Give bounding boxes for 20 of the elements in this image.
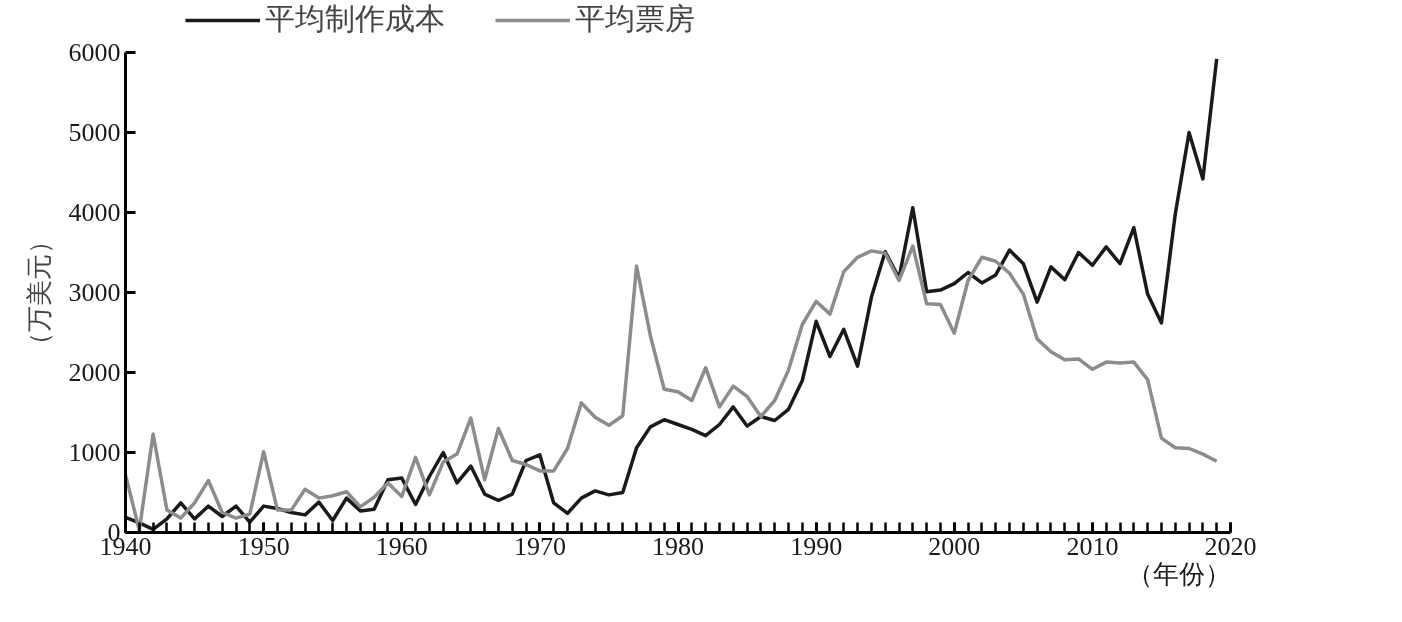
x-tick-label: 2000 — [928, 531, 981, 561]
x-tick-label: 1990 — [790, 531, 843, 561]
x-tick-label: 2010 — [1066, 531, 1119, 561]
x-tick-label: 1980 — [652, 531, 704, 561]
x-tick-label: 1970 — [513, 531, 566, 561]
legend-label: 平均制作成本 — [265, 1, 445, 37]
y-tick-label: 1000 — [68, 438, 121, 467]
y-tick-label: 3000 — [68, 278, 121, 307]
line-series — [125, 244, 1219, 532]
y-axis-title: （万美元） — [24, 227, 54, 358]
y-tick-label: 6000 — [68, 38, 121, 67]
x-tick-label: 1960 — [375, 531, 428, 561]
legend-label: 平均票房 — [575, 1, 695, 37]
y-tick-label: 2000 — [68, 358, 121, 387]
x-tick-label: 2020 — [1204, 531, 1257, 561]
line-series — [125, 57, 1219, 532]
y-tick-label: 5000 — [68, 118, 121, 147]
x-axis-title: （年份） — [1126, 559, 1231, 589]
y-tick-label: 4000 — [68, 198, 121, 227]
x-tick-label: 1950 — [237, 531, 290, 561]
